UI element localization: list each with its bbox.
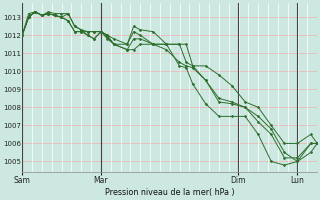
- X-axis label: Pression niveau de la mer( hPa ): Pression niveau de la mer( hPa ): [105, 188, 235, 197]
